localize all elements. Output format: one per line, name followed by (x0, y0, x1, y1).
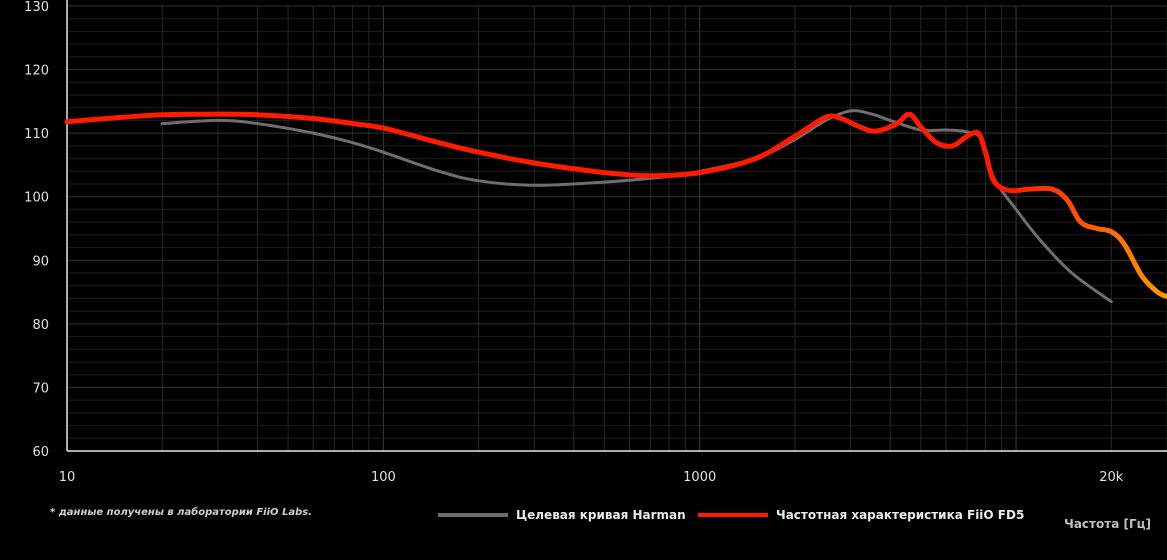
x-tick-label: 100 (371, 470, 396, 485)
y-tick-label: 80 (32, 318, 49, 333)
x-tick-labels: 10 100 1000 20k (59, 470, 1124, 485)
y-tick-label: 70 (32, 381, 49, 396)
x-tick-label: 20k (1099, 470, 1124, 485)
y-tick-label: 60 (32, 445, 49, 460)
y-tick-label: 110 (24, 127, 49, 142)
y-tick-label: 90 (32, 254, 49, 269)
x-axis-label: Частота [Гц] (1064, 517, 1151, 531)
grid (66, 5, 1167, 452)
x-tick-label: 10 (59, 470, 76, 485)
legend-label-fd5: Частотная характеристика FiiO FD5 (776, 508, 1024, 522)
axes (66, 0, 1167, 452)
series-line-fiio-fd5 (64, 111, 1167, 299)
series-lines (64, 109, 1167, 304)
x-tick-label: 1000 (683, 470, 716, 485)
y-tick-label: 120 (24, 64, 49, 79)
legend: Целевая кривая Harman Частотная характер… (438, 508, 1024, 522)
legend-label-harman: Целевая кривая Harman (516, 508, 686, 522)
y-tick-label: 100 (24, 191, 49, 206)
y-tick-label: 130 (24, 0, 49, 15)
footnote: * данные получены в лаборатории FiiO Lab… (50, 506, 312, 518)
y-tick-labels: 60 70 80 90 100 110 120 130 (24, 0, 49, 460)
